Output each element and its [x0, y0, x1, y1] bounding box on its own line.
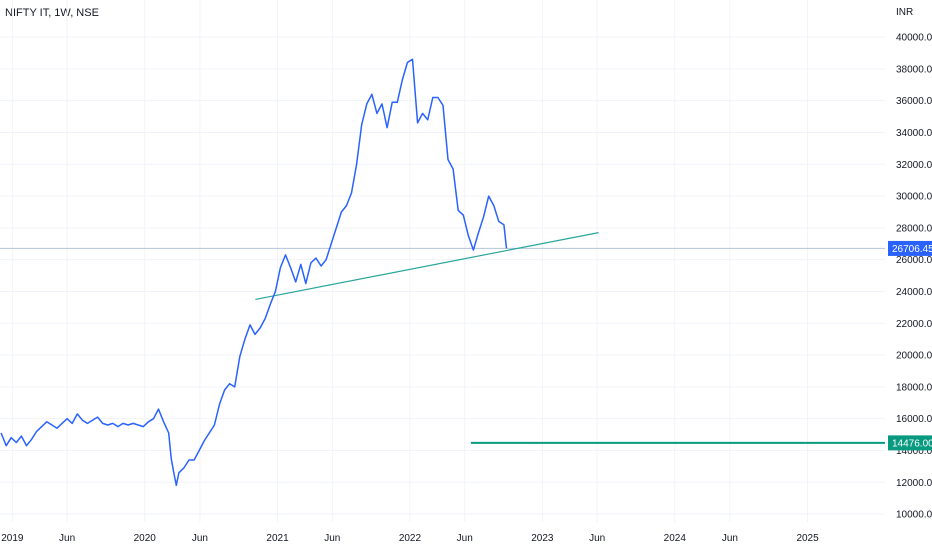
price-axis[interactable]: 10000.00 12000.00 14000.00 16000.00 18000.00… [896, 33, 932, 521]
y-tick-label: 22000.00 [896, 319, 932, 330]
support-price-badge-bg [888, 435, 932, 451]
x-tick-label: 2023 [531, 533, 554, 544]
y-tick-label: 10000.00 [896, 510, 932, 521]
y-tick-label: 26000.00 [896, 255, 932, 266]
x-tick-label: 2019 [1, 533, 24, 544]
x-tick-label: Jun [324, 533, 340, 544]
y-tick-label: 16000.00 [896, 414, 932, 425]
y-tick-label: 36000.00 [896, 96, 932, 107]
current-price-badge-bg [888, 240, 932, 256]
y-tick-label: 12000.00 [896, 478, 932, 489]
y-tick-label: 20000.00 [896, 351, 932, 362]
y-tick-label: 14000.00 [896, 446, 932, 457]
price-badges: 26706.45 14476.00 [888, 240, 932, 451]
x-tick-label: Jun [722, 533, 738, 544]
chart-title: NIFTY IT, 1W, NSE [5, 7, 99, 19]
y-tick-label: 38000.00 [896, 64, 932, 75]
support-price-badge: 14476.00 [892, 438, 932, 449]
x-tick-label: Jun [589, 533, 605, 544]
x-tick-label: Jun [457, 533, 473, 544]
y-tick-label: 40000.00 [896, 33, 932, 44]
x-tick-label: 2020 [134, 533, 157, 544]
y-tick-label: 28000.00 [896, 223, 932, 234]
gridlines [0, 0, 885, 522]
x-tick-label: Jun [192, 533, 208, 544]
current-price-badge: 26706.45 [892, 244, 932, 255]
x-tick-label: 2022 [399, 533, 422, 544]
trendline[interactable] [255, 232, 599, 301]
y-tick-label: 18000.00 [896, 382, 932, 393]
y-tick-label: 30000.00 [896, 192, 932, 203]
time-axis[interactable]: 2019 Jun 2020 Jun 2021 Jun 2022 Jun 2023 Jun 2024 J… [1, 533, 819, 544]
y-tick-label: 32000.00 [896, 160, 932, 171]
y-tick-label: 24000.00 [896, 287, 932, 298]
x-tick-label: 2021 [266, 533, 289, 544]
currency-label: INR [896, 7, 914, 18]
price-series-line [0, 58, 508, 487]
y-tick-label: 34000.00 [896, 128, 932, 139]
x-tick-label: 2025 [796, 533, 819, 544]
x-tick-label: Jun [59, 533, 75, 544]
x-tick-label: 2024 [664, 533, 687, 544]
